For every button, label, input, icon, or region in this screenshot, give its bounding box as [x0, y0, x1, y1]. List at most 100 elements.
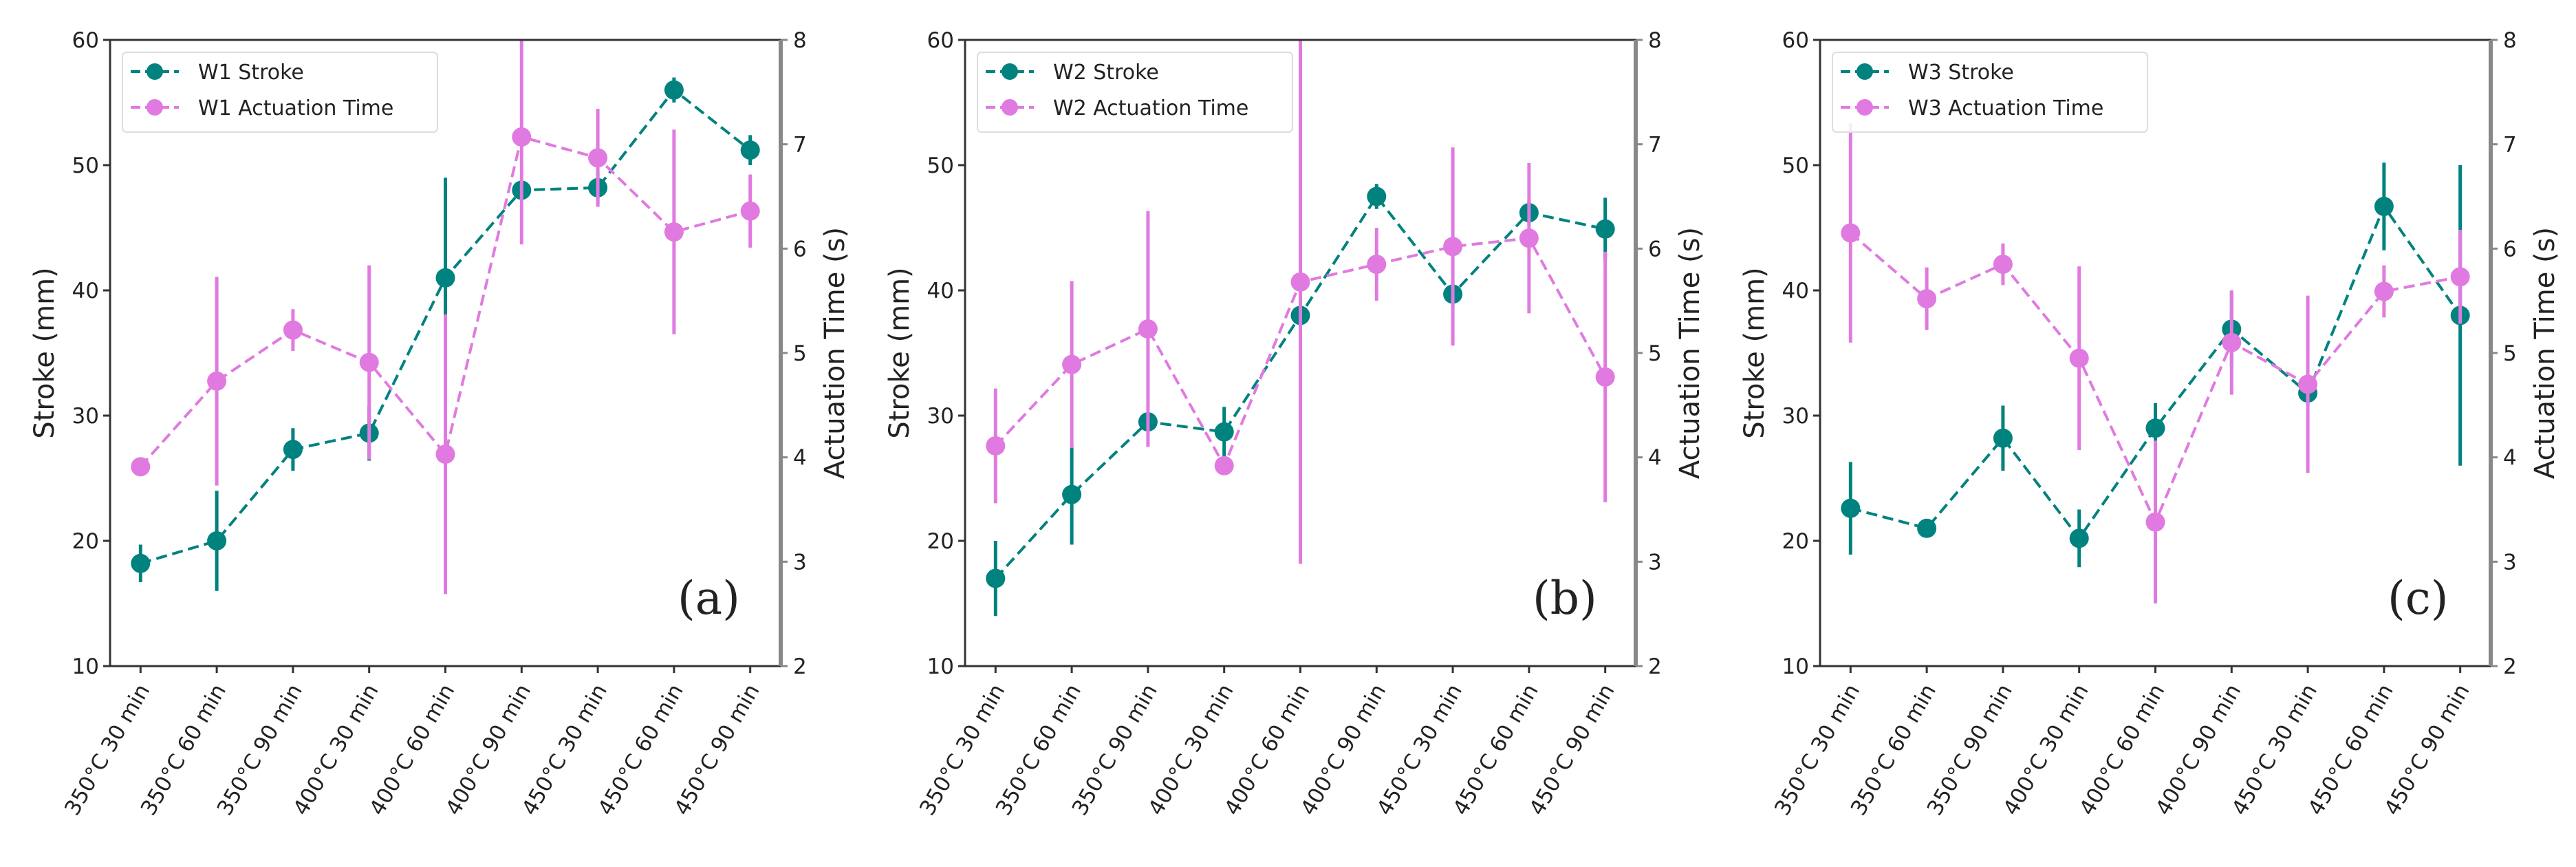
data-point [986, 436, 1006, 456]
data-point [512, 127, 532, 147]
y2-tick-label: 5 [1648, 341, 1662, 366]
data-point [2145, 418, 2165, 438]
data-point [2069, 348, 2089, 368]
data-point [2145, 512, 2165, 532]
series-line [139, 135, 751, 468]
y2-tick-label: 6 [1648, 237, 1662, 261]
y2-tick-label: 2 [1648, 654, 1662, 679]
legend-label: W3 Actuation Time [1908, 96, 2103, 120]
series-actuation-time [986, 40, 1615, 564]
data-point [740, 201, 760, 221]
data-point [740, 140, 760, 160]
data-point [1443, 237, 1463, 257]
y-tick-label: 20 [927, 529, 954, 554]
y2-tick-label: 4 [793, 446, 807, 471]
data-point [2374, 281, 2394, 301]
data-point [2374, 197, 2394, 217]
y2-tick-label: 8 [1648, 28, 1662, 53]
data-point [1138, 319, 1158, 339]
legend-marker [1002, 63, 1018, 80]
y-tick-label: 20 [1782, 529, 1809, 554]
data-point [664, 80, 684, 100]
data-point [1367, 186, 1387, 206]
data-point [1290, 272, 1310, 292]
data-point [283, 320, 303, 340]
y2-tick-label: 4 [2503, 446, 2517, 471]
y2-tick-label: 7 [1648, 133, 1662, 158]
y-axis-label: Stroke (mm) [884, 267, 916, 438]
legend-label: W2 Actuation Time [1053, 96, 1248, 120]
y2-tick-label: 4 [1648, 446, 1662, 471]
data-point [2298, 374, 2318, 394]
y2-tick-label: 3 [793, 550, 807, 575]
data-point [1062, 354, 1082, 374]
y2-tick-label: 8 [793, 28, 807, 53]
data-point [207, 531, 227, 550]
series-stroke [131, 77, 760, 591]
x-tick-label: 450°C 90 min [1524, 680, 1619, 820]
y-tick-label: 40 [1782, 279, 1809, 303]
data-point [131, 457, 151, 477]
legend-box [122, 52, 438, 133]
y-axis-label: Stroke (mm) [29, 267, 61, 438]
legend: W3 Stroke W3 Actuation Time [1832, 52, 2148, 133]
data-point [664, 222, 684, 242]
y-tick-label: 50 [72, 153, 99, 178]
legend: W2 Stroke W2 Actuation Time [977, 52, 1293, 133]
y-tick-label: 60 [1782, 28, 1809, 53]
panel-label: (b) [1533, 572, 1597, 625]
legend-marker [147, 63, 163, 80]
data-point [1917, 289, 1937, 309]
legend-label: W1 Actuation Time [198, 96, 393, 120]
data-point [1062, 484, 1082, 504]
y2-axis-label: Actuation Time (s) [819, 227, 851, 479]
data-point [1595, 367, 1615, 387]
series-actuation-time [1841, 123, 2470, 603]
y-axis-label: Stroke (mm) [1739, 267, 1771, 438]
x-tick-label: 450°C 90 min [2379, 680, 2474, 820]
data-point [986, 568, 1006, 588]
legend-marker [1857, 99, 1873, 116]
legend-marker [147, 99, 163, 116]
data-point [2222, 332, 2242, 352]
data-point [359, 352, 379, 372]
data-point [1993, 428, 2013, 448]
data-point [1519, 228, 1539, 248]
y2-tick-label: 6 [2503, 237, 2517, 261]
legend-label: W1 Stroke [198, 61, 304, 85]
legend-box [1832, 52, 2148, 133]
y2-tick-label: 8 [2503, 28, 2517, 53]
y-tick-label: 60 [927, 28, 954, 53]
y-tick-label: 60 [72, 28, 99, 53]
y-tick-label: 50 [1782, 153, 1809, 178]
series-actuation-time [131, 40, 760, 595]
legend-label: W2 Stroke [1053, 61, 1159, 85]
data-point [283, 440, 303, 460]
legend: W1 Stroke W1 Actuation Time [122, 52, 438, 133]
panel-label: (a) [678, 572, 740, 625]
data-point [1595, 219, 1615, 239]
y-tick-label: 10 [927, 654, 954, 679]
y-tick-label: 30 [927, 404, 954, 429]
y2-axis-label: Actuation Time (s) [2529, 227, 2561, 479]
legend-marker [1002, 99, 1018, 116]
y2-tick-label: 2 [793, 654, 807, 679]
y-tick-label: 10 [1782, 654, 1809, 679]
data-point [1841, 223, 1861, 243]
data-point [2450, 267, 2470, 287]
y2-tick-label: 5 [793, 341, 807, 366]
y2-tick-label: 3 [1648, 550, 1662, 575]
y2-tick-label: 3 [2503, 550, 2517, 575]
y2-tick-label: 7 [793, 133, 807, 158]
data-point [1993, 255, 2013, 275]
data-point [1841, 498, 1861, 518]
data-point [1214, 422, 1234, 442]
data-point [435, 445, 455, 464]
data-point [588, 148, 608, 168]
y2-axis-label: Actuation Time (s) [1674, 227, 1706, 479]
y-tick-label: 20 [72, 529, 99, 554]
data-point [1367, 255, 1387, 275]
